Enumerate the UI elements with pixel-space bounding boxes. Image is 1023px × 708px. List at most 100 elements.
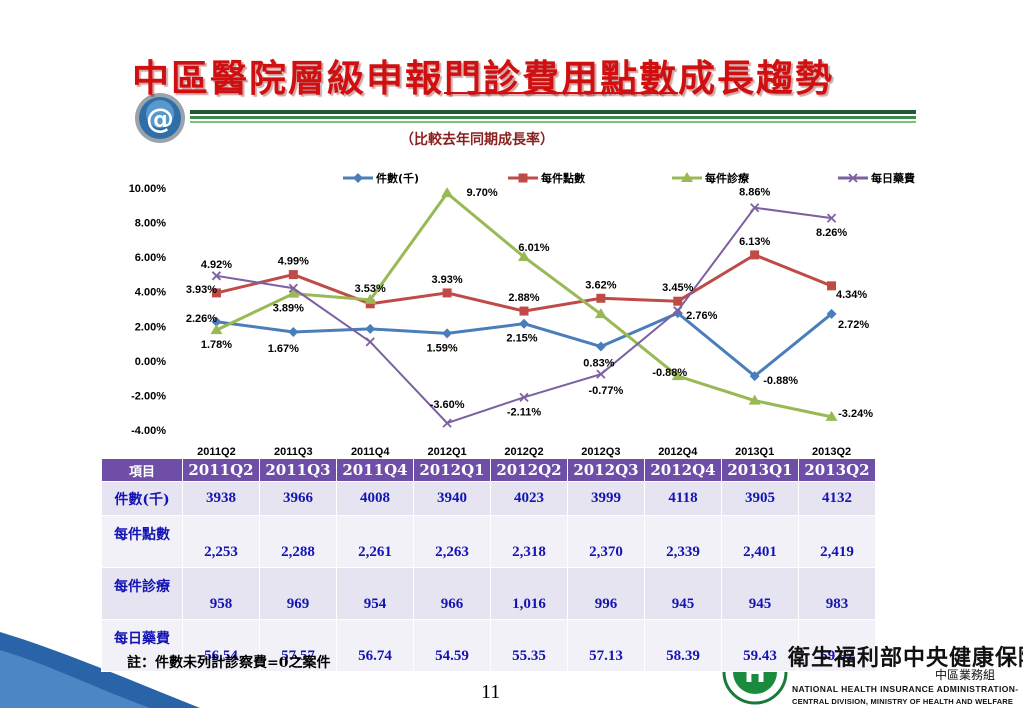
table-cell: 57.13 — [567, 619, 645, 672]
page-title: 中區醫院層級申報門診費用點數成長趨勢 — [132, 48, 834, 102]
table-cell: 2,318 — [490, 515, 568, 568]
header-line-top — [190, 110, 916, 114]
data-point — [211, 271, 222, 281]
table-cell: 945 — [644, 567, 722, 620]
data-label: -2.11% — [507, 406, 541, 418]
data-table: 項目 2011Q2 2011Q3 2011Q4 2012Q1 2012Q2 2012Q3 2… — [101, 458, 876, 672]
legend-label: 每件診療 — [705, 171, 750, 185]
data-label: 1.67% — [268, 343, 299, 355]
data-label: -3.24% — [838, 408, 873, 420]
data-point — [595, 341, 606, 352]
growth-line-chart: 10.00% 8.00% 6.00% 4.00% 2.00% 0.00% -2.00% -4.… — [129, 171, 915, 458]
corner-swoosh-inner — [0, 650, 150, 708]
page-subtitle: （比較去年同期成長率） — [400, 132, 554, 148]
table-column-header: 2012Q4 — [644, 458, 722, 482]
data-point — [211, 316, 222, 327]
table-column-header: 2012Q1 — [413, 458, 491, 482]
table-cell: 54.59 — [413, 619, 491, 672]
data-label: 6.13% — [739, 236, 770, 248]
table-row-header: 每件點數 — [101, 515, 183, 568]
x-tick-label: 2012Q1 — [428, 446, 467, 458]
x-tick-label: 2012Q4 — [658, 446, 698, 458]
data-point — [442, 418, 452, 428]
data-label: 1.59% — [427, 342, 458, 354]
data-label: 2.15% — [506, 333, 537, 345]
data-label: 3.53% — [355, 283, 386, 295]
data-point — [441, 187, 454, 198]
y-tick-label: 0.00% — [135, 356, 166, 368]
data-point — [826, 308, 837, 319]
data-label: 3.62% — [585, 279, 616, 291]
table-cell: 58.39 — [644, 619, 722, 672]
table-row: 件數(千) 3938 3966 4008 3940 4023 3999 4118 3905 413… — [101, 481, 876, 516]
data-label: -0.77% — [588, 385, 623, 397]
y-tick-label: 10.00% — [129, 183, 167, 195]
data-label: -0.88% — [763, 375, 798, 387]
table-cell: 59.92 — [798, 619, 876, 672]
table-cell: 55.35 — [490, 619, 568, 672]
data-label: -0.88% — [652, 367, 687, 379]
data-label: 8.86% — [739, 187, 770, 199]
table-cell: 2,401 — [721, 515, 799, 568]
table-row-header: 件數(千) — [101, 481, 183, 516]
data-point — [671, 370, 684, 381]
x-tick-label: 2012Q3 — [581, 446, 620, 458]
data-point — [288, 270, 298, 280]
data-label: 3.93% — [432, 274, 463, 286]
table-column-header: 2013Q1 — [721, 458, 799, 482]
data-point — [353, 173, 363, 183]
table-cell: 3905 — [721, 481, 799, 516]
data-point — [596, 369, 606, 379]
data-point — [681, 172, 693, 182]
data-point — [750, 250, 760, 260]
svg-text:@: @ — [146, 102, 174, 135]
y-tick-label: 4.00% — [135, 287, 166, 299]
x-tick-label: 2013Q2 — [812, 446, 851, 458]
title-part-3: 成長趨勢 — [678, 56, 834, 100]
table-cell: 1,016 — [490, 567, 568, 620]
x-tick-label: 2011Q4 — [351, 446, 390, 458]
header-line-bottom — [190, 121, 916, 123]
table-cell: 3940 — [413, 481, 491, 516]
table-cell: 966 — [413, 567, 491, 620]
table-cell: 57.57 — [259, 619, 337, 672]
data-label: 6.01% — [518, 242, 549, 254]
title-part-1: 中區醫院層級申報 — [132, 56, 444, 100]
data-label: 2.88% — [508, 292, 539, 304]
data-point — [749, 371, 760, 382]
table-corner-header: 項目 — [101, 458, 183, 482]
data-point — [211, 288, 221, 298]
table-column-header: 2011Q3 — [259, 458, 337, 482]
table-cell: 2,419 — [798, 515, 876, 568]
data-label: 2.26% — [186, 313, 217, 325]
data-point — [210, 324, 223, 335]
data-point — [673, 306, 683, 316]
table-row: 每日藥費 56.54 57.57 56.74 54.59 55.35 57.13 58.39 5… — [101, 619, 876, 672]
table-cell: 3938 — [182, 481, 260, 516]
table-column-header: 2012Q2 — [490, 458, 568, 482]
data-point — [594, 308, 607, 319]
table-cell: 945 — [721, 567, 799, 620]
data-label: 2.72% — [838, 319, 869, 331]
org-name-en-line2: CENTRAL DIVISION, MINISTRY OF HEALTH AND… — [792, 697, 1014, 706]
data-point — [672, 308, 683, 319]
header-line-mid — [190, 116, 916, 119]
data-point — [518, 173, 528, 183]
org-division-zh: 中區業務組 — [935, 668, 996, 682]
table-cell: 4008 — [336, 481, 414, 516]
org-name-en-line1: NATIONAL HEALTH INSURANCE ADMINISTRATION… — [792, 684, 1019, 694]
table-column-header: 2011Q2 — [182, 458, 260, 482]
data-label: 8.26% — [816, 227, 847, 239]
data-label: 3.45% — [662, 282, 693, 294]
data-point — [519, 306, 529, 316]
table-cell: 2,261 — [336, 515, 414, 568]
table-body: 件數(千) 3938 3966 4008 3940 4023 3999 4118 3905 413… — [101, 481, 876, 672]
data-point — [287, 287, 300, 298]
table-cell: 3966 — [259, 481, 337, 516]
data-label: 4.34% — [836, 289, 867, 301]
data-label: 2.76% — [686, 310, 717, 322]
data-point — [442, 328, 453, 339]
table-row: 每件診療 958 969 954 966 1,016 996 945 945 983 — [101, 567, 876, 620]
data-point — [288, 283, 298, 293]
data-point — [518, 250, 530, 261]
